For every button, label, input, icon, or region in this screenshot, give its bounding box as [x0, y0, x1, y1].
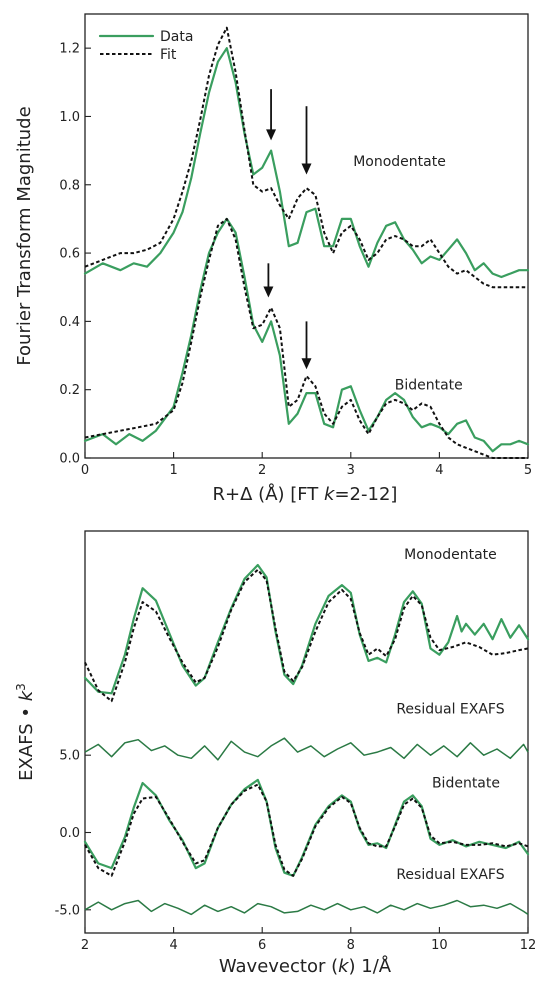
- ft-series: [83, 26, 530, 459]
- exafs-series-bidentate-fit: [84, 783, 529, 877]
- ft-x-tick-label: 3: [347, 463, 355, 478]
- ft-magnitude-panel: 0 1 2 3 4 5 0.0 0.2 0.4 0.6 0.8 1.0 1.2 Monodentate B…: [14, 13, 532, 505]
- exafs-ticks: 2 4 6 8 10 12 -5.0 0.0 5.0: [55, 749, 537, 953]
- ft-y-tick-label: 1.2: [59, 42, 80, 57]
- exafs-x-tick-label: 4: [169, 938, 177, 953]
- exafs-annotations: Monodentate Residual EXAFS Bidentate Residu…: [396, 547, 504, 883]
- exafs-panel: 2 4 6 8 10 12 -5.0 0.0 5.0 Monodentate Residual E…: [14, 530, 537, 977]
- exafs-annotation-monodentate: Monodentate: [404, 547, 497, 563]
- ft-ticks: 0 1 2 3 4 5 0.0 0.2 0.4 0.6 0.8 1.0 1.2: [59, 42, 532, 478]
- exafs-series-bidentate-data: [83, 778, 530, 877]
- ft-y-tick-label: 0.4: [59, 315, 80, 330]
- legend-data-label: Data: [160, 29, 193, 45]
- ft-series-bidentate-fit: [84, 217, 528, 459]
- exafs-plot-frame: [84, 530, 529, 934]
- peak-arrow-head: [301, 163, 312, 175]
- exafs-x-axis-title: Wavevector (k) 1/Å: [219, 955, 392, 977]
- exafs-series: [83, 563, 530, 916]
- ft-annotations: Monodentate Bidentate: [353, 154, 463, 394]
- peak-arrow-head: [263, 286, 274, 298]
- ft-y-tick-label: 0.0: [59, 452, 80, 467]
- peak-arrow-head: [266, 129, 277, 141]
- ft-x-tick-label: 0: [81, 463, 89, 478]
- exafs-annotation-residual-exafs: Residual EXAFS: [396, 867, 504, 883]
- ft-x-tick-label: 5: [524, 463, 532, 478]
- exafs-annotation-bidentate: Bidentate: [432, 776, 500, 792]
- exafs-series-monodentate-residual-exafs: [84, 737, 529, 761]
- ft-x-axis-title: R+Δ (Å) [FT k=2-12]: [213, 483, 398, 505]
- exafs-y-tick-label: -5.0: [55, 903, 80, 918]
- exafs-x-tick-label: 10: [431, 938, 448, 953]
- ft-annotation-bidentate: Bidentate: [395, 378, 463, 394]
- ft-legend: Data Fit: [98, 29, 193, 63]
- ft-y-tick-label: 1.0: [59, 110, 80, 125]
- ft-x-tick-label: 1: [169, 463, 177, 478]
- ft-y-tick-label: 0.8: [59, 178, 80, 193]
- legend-fit-label: Fit: [160, 47, 177, 63]
- ft-x-tick-label: 2: [258, 463, 266, 478]
- exafs-y-tick-label: 5.0: [59, 749, 80, 764]
- ft-plot-frame: [84, 13, 529, 459]
- exafs-y-axis-title: EXAFS • k3: [14, 683, 37, 781]
- ft-x-tick-label: 4: [435, 463, 443, 478]
- peak-arrow-head: [301, 358, 312, 370]
- ft-y-axis-title: Fourier Transform Magnitude: [14, 106, 35, 365]
- ft-annotation-monodentate: Monodentate: [353, 154, 446, 170]
- ft-series-bidentate-data: [83, 217, 530, 453]
- ft-series-monodentate-fit: [84, 26, 528, 289]
- exafs-annotation-residual-exafs: Residual EXAFS: [396, 701, 504, 717]
- ft-y-tick-label: 0.6: [59, 247, 80, 262]
- ft-series-monodentate-data: [83, 47, 530, 279]
- ft-y-tick-label: 0.2: [59, 383, 80, 398]
- ft-arrows: [263, 89, 312, 370]
- exafs-y-tick-label: 0.0: [59, 826, 80, 841]
- exafs-x-tick-label: 6: [258, 938, 266, 953]
- exafs-x-tick-label: 12: [520, 938, 537, 953]
- exafs-series-monodentate-fit: [84, 568, 529, 703]
- exafs-x-tick-label: 8: [347, 938, 355, 953]
- exafs-series-monodentate-data: [83, 563, 530, 695]
- exafs-x-tick-label: 2: [81, 938, 89, 953]
- exafs-series-bidentate-residual-exafs: [84, 899, 529, 916]
